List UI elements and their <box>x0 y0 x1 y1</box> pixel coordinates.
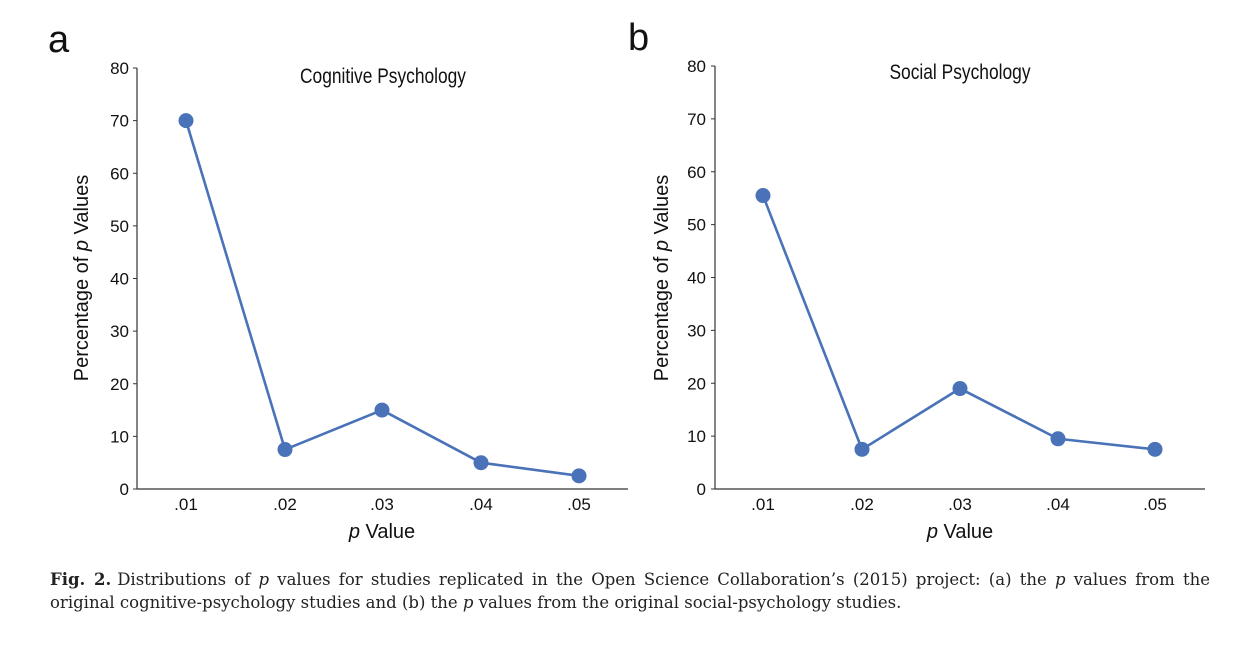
x-axis-label: p Value <box>348 521 415 543</box>
y-tick-label: 10 <box>110 427 129 446</box>
caption-p-2: p <box>1054 570 1066 589</box>
y-tick-label: 0 <box>697 480 706 499</box>
y-tick-label: 0 <box>120 480 129 499</box>
y-axis-label: Percentage of p Values <box>651 175 673 381</box>
y-tick-label: 30 <box>687 321 706 340</box>
panel-letter: b <box>628 17 649 59</box>
chart-panel-a: a Cognitive Psychology 0 10 20 30 40 50 60 70 80 .0… <box>48 19 628 543</box>
y-tick-label: 40 <box>687 269 706 288</box>
x-tick-label: .02 <box>273 495 297 514</box>
data-point <box>571 468 587 484</box>
y-tick-label: 20 <box>687 374 706 393</box>
caption-text-1: Distributions of <box>117 570 259 589</box>
x-tick-label: .01 <box>174 495 198 514</box>
y-tick-label: 70 <box>110 112 129 131</box>
data-point <box>277 442 293 458</box>
y-tick-label: 20 <box>110 375 129 394</box>
caption-label: Fig. 2. <box>50 570 112 589</box>
x-tick-label: .01 <box>751 495 775 514</box>
data-point <box>854 441 870 457</box>
caption-text-4: values from the original social-psycholo… <box>473 593 902 612</box>
series-line <box>761 195 1156 451</box>
figure-caption: Fig. 2. Distributions of p values for stu… <box>50 568 1210 614</box>
chart-title: Social Psychology <box>889 61 1031 84</box>
y-tick-label: 10 <box>687 427 706 446</box>
x-axis-label: p Value <box>926 521 993 543</box>
data-point <box>1050 431 1066 447</box>
data-point <box>374 402 390 418</box>
data-point <box>952 381 968 397</box>
x-tick-label: .04 <box>1046 495 1070 514</box>
x-tick-label: .03 <box>370 495 394 514</box>
y-tick-label: 80 <box>110 59 129 78</box>
y-tick-label: 50 <box>687 216 706 235</box>
caption-text-2: values for studies replicated in the Ope… <box>269 570 1055 589</box>
series-line <box>184 120 580 478</box>
y-tick-label: 60 <box>110 164 129 183</box>
panel-letter: a <box>48 19 70 61</box>
y-tick-label: 40 <box>110 270 129 289</box>
caption-text-3: values from the original cognitive-psych… <box>50 570 1210 612</box>
y-tick-label: 60 <box>687 163 706 182</box>
y-tick-label: 70 <box>687 110 706 129</box>
chart-panel-b: b Social Psychology 0 10 20 30 40 50 60 70 80 .01 .0… <box>628 17 1205 543</box>
x-tick-label: .05 <box>567 495 591 514</box>
x-tick-label: .03 <box>948 495 972 514</box>
figure-canvas: a Cognitive Psychology 0 10 20 30 40 50 60 70 80 .0… <box>48 17 1205 543</box>
caption-p-1: p <box>258 570 270 589</box>
x-tick-label: .02 <box>850 495 874 514</box>
caption-p-3: p <box>462 593 474 612</box>
data-point <box>1147 441 1163 457</box>
data-point <box>178 113 194 129</box>
y-axis-label: Percentage of p Values <box>71 175 93 381</box>
x-tick-label: .05 <box>1143 495 1167 514</box>
y-tick-label: 30 <box>110 322 129 341</box>
y-tick-label: 80 <box>687 57 706 76</box>
chart-title: Cognitive Psychology <box>300 65 466 88</box>
data-point <box>473 455 489 471</box>
y-tick-label: 50 <box>110 217 129 236</box>
data-point <box>755 188 771 204</box>
x-tick-label: .04 <box>469 495 493 514</box>
